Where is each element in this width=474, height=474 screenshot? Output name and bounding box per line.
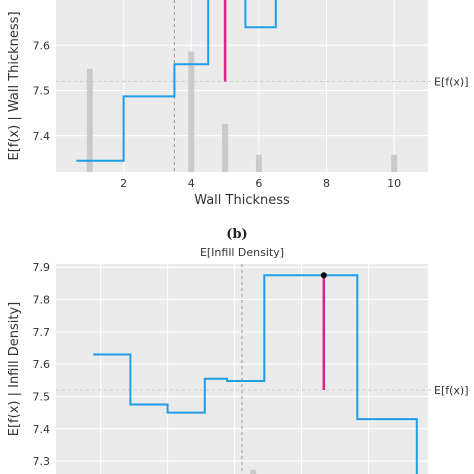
expected-fx-label-infill-density: E[f(x)] [434,384,469,397]
histogram-wall-thickness [86,51,398,172]
histogram-bar [222,123,229,172]
histogram-bar [255,154,262,172]
y-ticks-infill-density: 7.3 7.4 7.5 7.6 7.7 7.8 7.9 [33,261,51,468]
x-ticks-wall-thickness: 2 4 6 8 10 [120,177,401,190]
expected-feature-label-infill-density: E[Infill Density] [200,246,284,259]
histogram-bar [188,51,195,172]
gridlines-wall-thickness [56,0,428,172]
y-tick-label: 7.3 [33,455,51,468]
expected-fx-label-wall-thickness: E[f(x)] [434,75,469,88]
y-axis-label-infill-density: E[f(x) | Infill Density] [7,302,22,436]
y-tick-label: 7.5 [33,390,51,403]
panel-caption: (b) [226,227,247,242]
panel-wall-thickness: 7.4 7.5 7.6 2 4 6 8 10 Wall Thickness E[f(x) |… [7,0,469,208]
x-tick-label: 4 [188,177,195,190]
x-axis-label-wall-thickness: Wall Thickness [194,193,290,208]
dependence-line-wall-thickness [76,0,277,162]
y-tick-label: 7.7 [33,326,51,339]
histogram-bar [86,68,93,172]
y-tick-label: 7.5 [33,85,51,98]
y-tick-label: 7.6 [33,39,51,52]
highlight-point-infill-density [320,272,327,279]
y-tick-label: 7.6 [33,358,51,371]
x-tick-label: 8 [323,177,330,190]
x-tick-label: 2 [120,177,127,190]
y-tick-label: 7.4 [33,423,51,436]
y-tick-label: 7.4 [33,130,51,143]
dependence-line-infill-density [93,274,418,474]
plot-area-wall-thickness [56,0,428,172]
y-tick-label: 7.8 [33,294,51,307]
histogram-bar [391,154,398,172]
x-tick-label: 10 [387,177,401,190]
panel-infill-density: E[Infill Density] 7.37.47.57.67.77.87.9 … [7,246,469,474]
histogram-infill-density [250,469,257,474]
y-ticks-wall-thickness: 7.4 7.5 7.6 [33,39,51,143]
y-tick-label: 7.9 [33,261,51,274]
x-tick-label: 6 [255,177,262,190]
y-axis-label-wall-thickness: E[f(x) | Wall Thickness] [7,11,22,160]
histogram-bar [250,469,257,474]
